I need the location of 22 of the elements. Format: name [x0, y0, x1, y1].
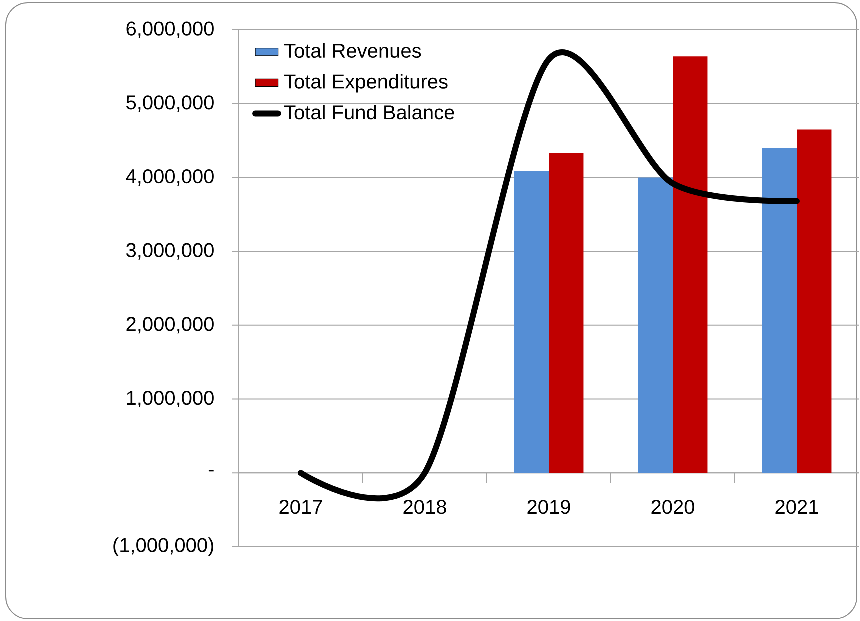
- y-tick-label: (1,000,000): [114, 538, 214, 556]
- bar: [673, 56, 708, 474]
- y-tick-label: 1,000,000: [127, 391, 214, 408]
- y-tick-label: 2,000,000: [126, 317, 214, 334]
- x-tick-label: 2019: [528, 500, 570, 514]
- x-tick-label: 2018: [404, 500, 446, 514]
- y-tick-label: 5,000,000: [126, 96, 214, 112]
- bar: [797, 130, 832, 474]
- legend-label: Total Fund Balance: [284, 105, 454, 120]
- y-tick-label: 6,000,000: [126, 22, 214, 38]
- bar: [514, 171, 550, 474]
- bar: [762, 148, 798, 474]
- y-tick-label: 3,000,000: [126, 243, 214, 260]
- x-tick-label: 2020: [652, 500, 694, 514]
- x-tick-label: 2017: [280, 500, 322, 514]
- bar: [638, 178, 674, 474]
- y-tick-label: -: [208, 470, 214, 472]
- legend-label: Total Expenditures: [284, 74, 448, 93]
- y-tick-label: 4,000,000: [126, 169, 214, 186]
- legend-label: Total Revenues: [284, 43, 422, 58]
- x-tick-label: 2021: [776, 500, 818, 514]
- bar: [549, 153, 584, 474]
